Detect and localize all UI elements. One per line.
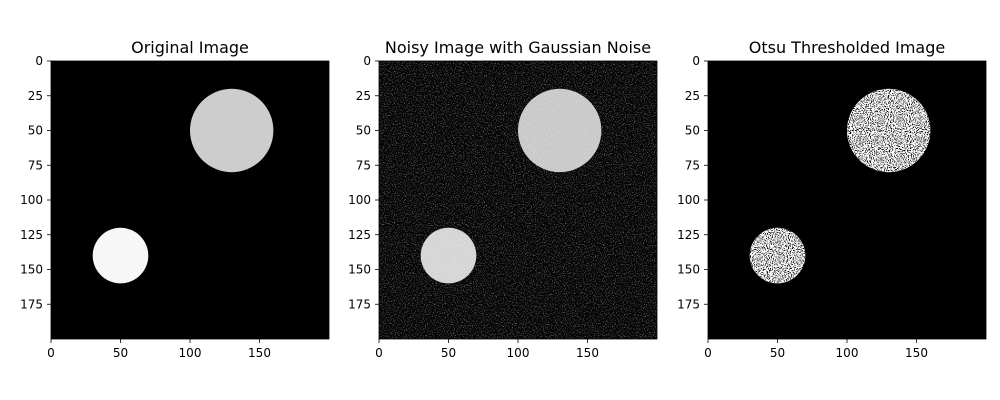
y-tick-label: 25 (356, 89, 371, 103)
threshold-speckle (749, 227, 806, 284)
y-tick-label: 150 (348, 263, 371, 277)
x-tick-label: 50 (113, 346, 128, 360)
y-tick-label: 100 (20, 193, 43, 207)
panel-title: Noisy Image with Gaussian Noise (385, 38, 651, 57)
x-tick-label: 100 (179, 346, 202, 360)
image-area (379, 61, 657, 339)
disk-noise (420, 227, 477, 284)
x-tick-label: 150 (248, 346, 271, 360)
image-background (51, 61, 329, 339)
x-tick-label: 0 (704, 346, 712, 360)
disk-noise (518, 88, 602, 173)
panel-title: Otsu Thresholded Image (749, 38, 945, 57)
y-tick-label: 75 (28, 158, 43, 172)
y-tick-label: 50 (356, 124, 371, 138)
threshold-speckle (847, 88, 931, 173)
y-tick-label: 0 (35, 54, 43, 68)
y-tick-label: 175 (677, 297, 700, 311)
x-tick-label: 100 (836, 346, 859, 360)
y-tick-label: 100 (348, 193, 371, 207)
image-background (708, 61, 986, 339)
x-tick-label: 0 (375, 346, 383, 360)
x-tick-label: 150 (576, 346, 599, 360)
y-tick-label: 0 (363, 54, 371, 68)
y-tick-label: 50 (28, 124, 43, 138)
x-tick-label: 150 (905, 346, 928, 360)
bright-disk-2 (92, 227, 149, 284)
y-tick-label: 125 (348, 228, 371, 242)
panel-1: Original Image 0 50 100 150 0 25 50 75 100 125 150 1… (20, 38, 330, 360)
y-tick-label: 75 (356, 158, 371, 172)
y-tick-label: 25 (28, 89, 43, 103)
y-tick-label: 0 (692, 54, 700, 68)
y-tick-label: 175 (348, 297, 371, 311)
y-tick-label: 50 (685, 124, 700, 138)
y-tick-label: 100 (677, 193, 700, 207)
panel-2: Noisy Image with Gaussian Noise 0 50 100 150… (348, 38, 658, 360)
x-tick-label: 0 (47, 346, 55, 360)
y-tick-label: 125 (20, 228, 43, 242)
y-tick-label: 125 (677, 228, 700, 242)
bright-disk-1 (190, 88, 274, 173)
y-tick-label: 150 (677, 263, 700, 277)
image-area (708, 61, 986, 339)
x-tick-label: 50 (441, 346, 456, 360)
image-area (51, 61, 329, 339)
y-tick-label: 75 (685, 158, 700, 172)
x-tick-label: 50 (770, 346, 785, 360)
panel-title: Original Image (131, 38, 249, 57)
noise-layer (379, 61, 657, 339)
y-tick-label: 175 (20, 297, 43, 311)
panel-3: Otsu Thresholded Image 0 50 100 150 0 25 50 75 10… (677, 38, 987, 360)
y-tick-label: 150 (20, 263, 43, 277)
x-tick-label: 100 (507, 346, 530, 360)
y-tick-label: 25 (685, 89, 700, 103)
